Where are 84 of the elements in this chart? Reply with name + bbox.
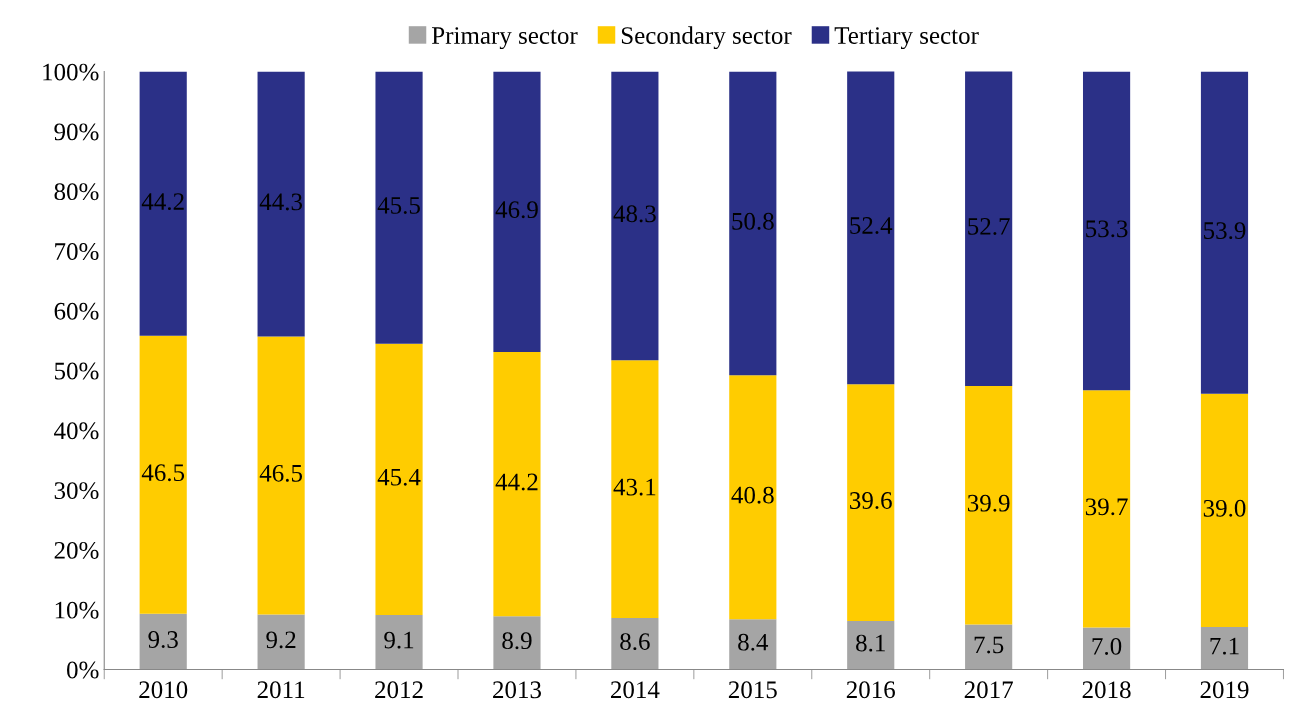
bar <box>729 619 777 670</box>
data-label: 39.7 <box>1085 498 1128 516</box>
bar <box>729 71 777 376</box>
bar <box>493 616 541 670</box>
data-label: 9.2 <box>266 631 296 649</box>
data-label: 8.4 <box>738 633 769 651</box>
bar <box>1082 390 1131 628</box>
data-label: 50.8 <box>732 212 774 230</box>
x-tick-label: 2010 <box>139 681 188 699</box>
bar <box>139 335 187 614</box>
data-label: 7.1 <box>1210 637 1239 655</box>
x-tick-label: 2011 <box>257 681 305 699</box>
data-label: 46.5 <box>259 464 303 482</box>
bar <box>257 71 305 337</box>
bar <box>375 71 423 344</box>
x-tick-label: 2016 <box>846 681 895 699</box>
bar <box>965 624 1013 670</box>
data-label: 9.1 <box>384 631 414 649</box>
y-tick-label: 60% <box>54 302 99 320</box>
bar <box>611 71 659 361</box>
bar <box>139 613 187 670</box>
data-label: 43.1 <box>613 478 656 496</box>
y-tick-label: 80% <box>54 183 99 201</box>
data-label: 53.3 <box>1086 220 1128 238</box>
bar <box>847 621 895 670</box>
data-label: 46.5 <box>141 464 185 482</box>
x-tick-label: 2019 <box>1200 681 1249 699</box>
data-label: 52.4 <box>850 217 893 235</box>
data-label: 46.9 <box>495 201 538 219</box>
data-label: 40.8 <box>731 486 774 504</box>
bar <box>611 360 659 619</box>
x-tick-label: 2018 <box>1082 681 1131 699</box>
data-label: 8.6 <box>620 633 650 651</box>
data-label: 39.0 <box>1203 499 1246 517</box>
x-tick-label: 2012 <box>375 681 423 699</box>
y-tick-label: 10% <box>55 601 99 619</box>
legend-label: Secondary sector <box>621 26 792 50</box>
bar <box>493 71 541 352</box>
bar <box>847 384 895 622</box>
bar <box>1082 71 1131 391</box>
bar <box>139 71 187 336</box>
y-tick-label: 90% <box>54 123 99 141</box>
y-tick-label: 20% <box>54 541 99 559</box>
data-label: 45.4 <box>377 468 421 486</box>
bar <box>1200 71 1249 394</box>
data-label: 39.9 <box>967 494 1010 512</box>
bar <box>1082 627 1131 670</box>
bar <box>847 71 895 385</box>
data-label: 44.3 <box>259 193 303 211</box>
bar <box>375 615 423 670</box>
y-tick-label: 100% <box>43 63 99 81</box>
data-label: 44.2 <box>141 193 184 211</box>
data-label: 45.5 <box>377 197 420 214</box>
data-label: 52.7 <box>968 218 1010 235</box>
data-label: 8.1 <box>856 634 885 652</box>
y-tick-label: 40% <box>54 422 99 440</box>
bar <box>1200 627 1249 670</box>
data-label: 7.5 <box>974 636 1004 654</box>
y-tick-label: 50% <box>55 362 99 380</box>
data-label: 48.3 <box>613 205 656 223</box>
x-tick-label: 2013 <box>493 681 541 699</box>
x-tick-label: 2015 <box>728 681 777 699</box>
bar <box>375 343 423 616</box>
data-label: 39.6 <box>850 492 892 510</box>
legend-label: Tertiary sector <box>834 27 979 50</box>
data-label: 53.9 <box>1204 222 1246 240</box>
legend-label: Primary sector <box>431 27 578 50</box>
y-tick-label: 0% <box>67 661 99 679</box>
y-tick-label: 70% <box>55 243 99 260</box>
data-label: 7.0 <box>1092 637 1122 655</box>
data-label: 44.2 <box>495 473 538 491</box>
y-tick-label: 30% <box>54 482 99 500</box>
x-tick-label: 2014 <box>610 681 660 699</box>
bar <box>257 336 305 615</box>
data-label: 8.9 <box>502 632 532 650</box>
data-label: 9.3 <box>148 631 178 649</box>
bar <box>965 386 1013 625</box>
bar <box>729 375 777 620</box>
bar <box>611 618 659 670</box>
bar <box>1200 393 1249 628</box>
bar <box>493 352 541 617</box>
x-tick-label: 2017 <box>964 681 1013 699</box>
bar <box>965 71 1013 387</box>
bar <box>257 614 305 670</box>
